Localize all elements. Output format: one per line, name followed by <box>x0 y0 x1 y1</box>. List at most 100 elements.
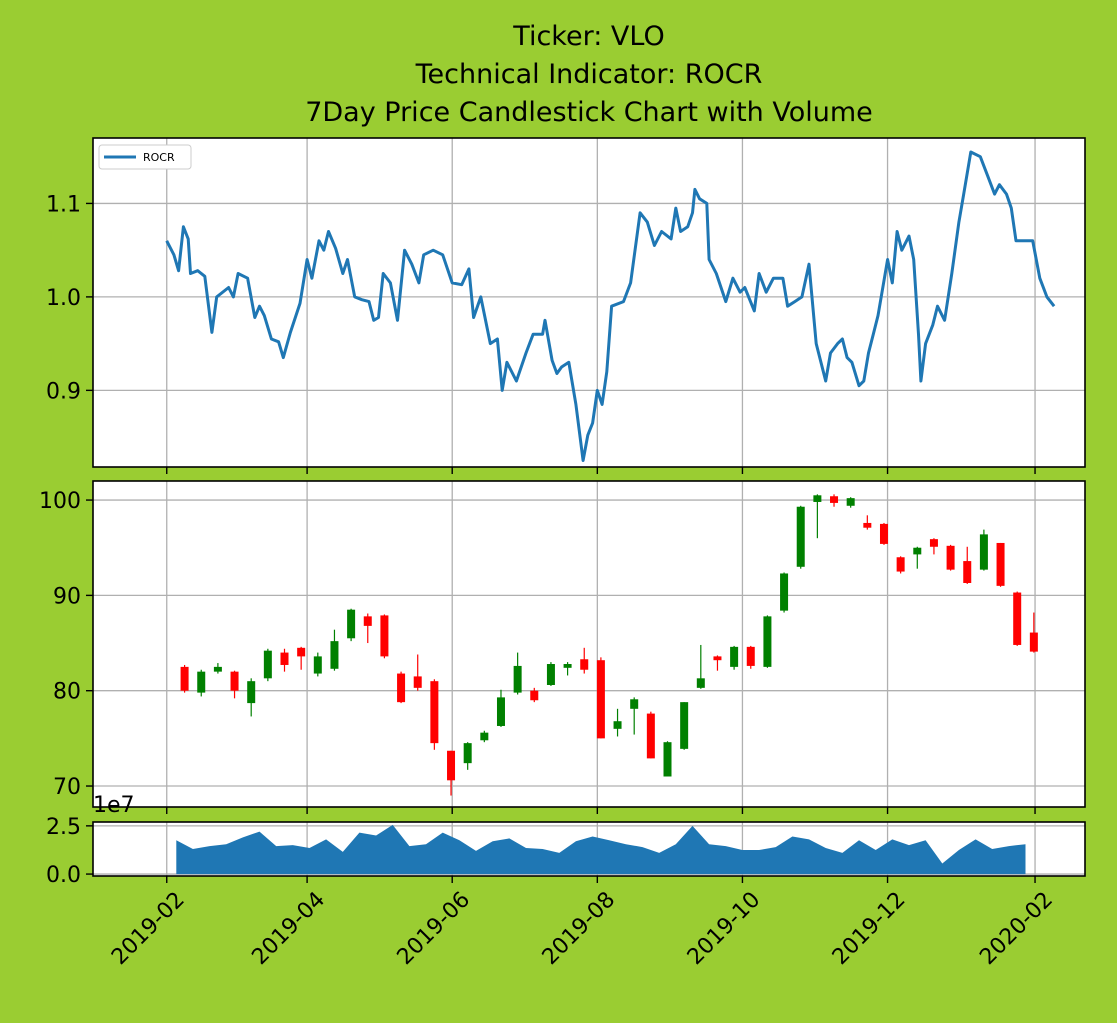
candle-body-51 <box>1029 632 1038 652</box>
candle-body-32 <box>713 656 722 661</box>
candle-body-10 <box>347 609 356 639</box>
candle-23 <box>563 662 572 676</box>
legend: ROCR <box>98 144 192 170</box>
candle-21 <box>530 687 539 703</box>
candle-18 <box>480 730 489 743</box>
candle-19 <box>496 689 505 727</box>
rocr-frame <box>92 137 1086 468</box>
candle-14 <box>413 654 422 691</box>
candle-body-30 <box>680 702 689 749</box>
candle-body-14 <box>413 676 422 688</box>
candle-body-35 <box>763 616 772 667</box>
candle-36 <box>780 572 789 613</box>
candle-body-0 <box>180 666 189 691</box>
candle-6 <box>280 648 289 672</box>
candle-0 <box>180 664 189 693</box>
x-tick-label-0: 2019-02 <box>107 887 190 970</box>
candle-24 <box>580 647 589 674</box>
x-tick-label-4: 2019-10 <box>683 887 766 970</box>
candle-10 <box>347 608 356 642</box>
candle-body-33 <box>730 646 739 667</box>
candle-34 <box>746 645 755 669</box>
candle-16 <box>447 750 456 796</box>
candle-body-45 <box>929 539 938 547</box>
candle-body-47 <box>963 561 972 583</box>
candle-13 <box>397 671 406 704</box>
candle-33 <box>730 645 739 670</box>
candle-35 <box>763 615 772 668</box>
volume-ytick-label-0: 0.0 <box>46 863 81 888</box>
candle-body-36 <box>780 573 789 611</box>
candle-body-37 <box>796 506 805 567</box>
legend-label: ROCR <box>143 151 175 164</box>
rocr-ytick-label-2: 1.1 <box>46 192 81 217</box>
price-ytick-label-3: 100 <box>39 489 81 514</box>
candle-4 <box>247 678 256 717</box>
candle-body-17 <box>463 743 472 764</box>
candle-body-29 <box>663 742 672 777</box>
x-axis: 2019-02 2019-04 2019-06 2019-08 2019-10 2019-… <box>107 887 1058 970</box>
candle-body-15 <box>430 681 439 744</box>
candle-49 <box>996 542 1005 587</box>
candle-47 <box>963 546 972 584</box>
chart-title-line-2: Technical Indicator: ROCR <box>415 59 763 90</box>
candle-body-24 <box>580 659 589 670</box>
candle-40 <box>846 497 855 508</box>
candle-body-18 <box>480 732 489 741</box>
legend-box <box>98 144 192 170</box>
candle-body-41 <box>863 522 872 528</box>
candle-5 <box>263 648 272 682</box>
rocr-ytick-label-0: 0.9 <box>46 379 81 404</box>
x-tick-label-2: 2019-06 <box>393 887 476 970</box>
candle-body-42 <box>879 523 888 544</box>
candle-body-13 <box>397 673 406 703</box>
candle-30 <box>680 702 689 750</box>
candle-body-44 <box>913 547 922 555</box>
candle-28 <box>646 711 655 759</box>
candle-32 <box>713 655 722 671</box>
candle-body-21 <box>530 690 539 701</box>
candle-27 <box>630 697 639 735</box>
candle-body-4 <box>247 681 256 704</box>
candle-body-31 <box>696 678 705 688</box>
candle-body-43 <box>896 557 905 572</box>
candle-body-40 <box>846 498 855 506</box>
candle-body-46 <box>946 545 955 570</box>
candle-body-16 <box>447 750 456 781</box>
candle-50 <box>1013 591 1022 646</box>
x-tick-label-5: 2019-12 <box>828 887 911 970</box>
candle-46 <box>946 544 955 571</box>
candle-41 <box>863 515 872 530</box>
volume-ytick-label-1: 2.5 <box>46 815 81 840</box>
rocr-series-line <box>165 150 1056 462</box>
price-frame <box>92 480 1086 808</box>
candle-body-20 <box>513 665 522 693</box>
volume-panel: 1e7 0.0 2.5 <box>46 793 1086 888</box>
rocr-ytick-label-1: 1.0 <box>46 286 81 311</box>
candle-body-7 <box>297 647 306 657</box>
candlestick-panel: 70 80 90 100 <box>39 480 1086 814</box>
candle-body-6 <box>280 652 289 665</box>
candle-45 <box>929 538 938 555</box>
candle-17 <box>463 742 472 770</box>
rocr-axes-bg <box>93 138 1085 467</box>
candle-body-34 <box>746 646 755 666</box>
price-ytick-label-0: 70 <box>53 775 81 800</box>
candle-11 <box>363 613 372 644</box>
candle-25 <box>596 657 605 739</box>
candle-51 <box>1029 612 1038 653</box>
candle-body-26 <box>613 721 622 729</box>
candle-8 <box>313 652 322 677</box>
candle-43 <box>896 556 905 574</box>
candle-31 <box>696 644 705 689</box>
candle-body-48 <box>979 534 988 570</box>
candle-body-8 <box>313 656 322 674</box>
candle-body-3 <box>230 671 239 691</box>
candle-body-12 <box>380 615 389 657</box>
candle-body-27 <box>630 699 639 709</box>
candle-body-11 <box>363 616 372 626</box>
volume-frame <box>92 821 1086 877</box>
volume-area <box>176 824 1026 875</box>
